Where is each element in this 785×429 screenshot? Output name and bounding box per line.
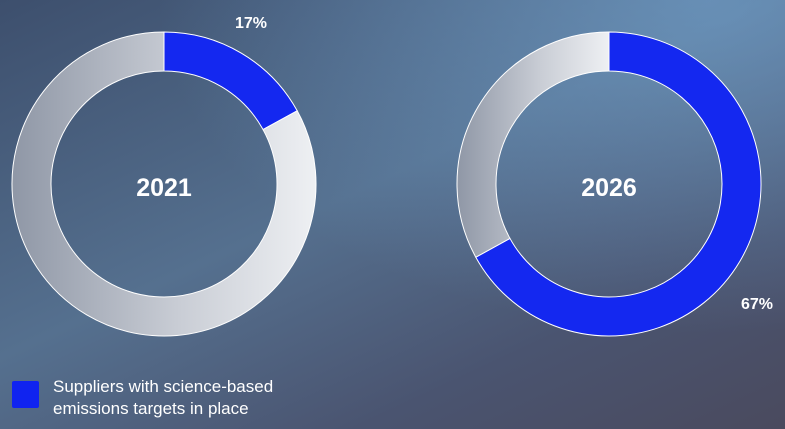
donut-slice-remainder-2021 [11,31,317,337]
pct-label-2021: 17% [235,15,267,32]
donut-slice-remainder-2026 [456,31,610,258]
legend-label: Suppliers with science-based emissions t… [53,377,274,418]
pct-label-2026: 67% [741,296,773,313]
donut-2021: 2021 17% [11,15,317,337]
donut-2026: 2026 67% [456,31,773,337]
legend-swatch [12,381,39,408]
donut-slice-suppliers-2021 [163,31,298,131]
donut-slice-suppliers-2026 [475,31,762,337]
center-label-2021: 2021 [136,174,192,202]
center-label-2026: 2026 [581,174,637,202]
legend: Suppliers with science-based emissions t… [12,376,353,420]
